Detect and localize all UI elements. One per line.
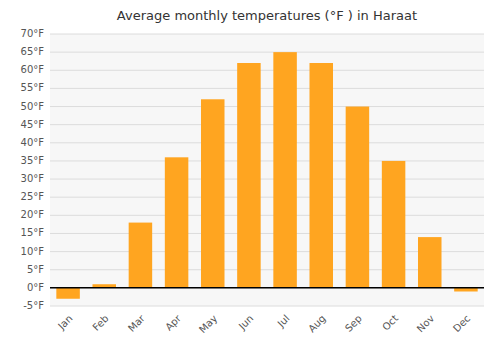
y-tick-label: 55°F xyxy=(21,82,45,93)
y-tick-label: 15°F xyxy=(21,227,45,238)
grid-line xyxy=(50,106,484,107)
plot-background xyxy=(50,34,484,306)
grid-line xyxy=(50,287,484,288)
grid-line xyxy=(50,233,484,234)
y-tick-label: 50°F xyxy=(21,101,45,112)
chart-container: -5°F 0°F 5°F 10°F 15°F 20°F 25°F 30°F 35°F 40°F 45… xyxy=(0,0,500,350)
bar xyxy=(418,237,442,288)
chart: -5°F 0°F 5°F 10°F 15°F 20°F 25°F 30°F 35°F 40°F 45… xyxy=(0,0,500,350)
x-tick-label: Oct xyxy=(380,313,400,333)
bars xyxy=(50,52,484,299)
grid-line xyxy=(50,124,484,125)
x-tick-label: Jun xyxy=(236,313,256,333)
x-tick-label: Apr xyxy=(163,312,184,333)
y-tick-label: -5°F xyxy=(23,300,44,311)
y-tick-label: 5°F xyxy=(27,264,44,275)
y-tick-label: 25°F xyxy=(21,191,45,202)
grid-line xyxy=(50,70,484,71)
y-tick-label: 10°F xyxy=(21,246,45,257)
grid-line xyxy=(50,34,484,35)
bar xyxy=(237,63,261,288)
y-tick-label: 35°F xyxy=(21,155,45,166)
bar xyxy=(309,63,333,288)
y-tick-label: 45°F xyxy=(21,119,45,130)
x-tick-label: Aug xyxy=(306,313,328,335)
zero-line xyxy=(50,287,484,289)
grid-line xyxy=(50,142,484,143)
y-tick-label: 70°F xyxy=(21,28,45,39)
bar xyxy=(129,223,153,288)
grid-line xyxy=(50,179,484,180)
bar xyxy=(201,99,225,288)
y-tick-label: 0°F xyxy=(27,282,44,293)
y-tick-label: 60°F xyxy=(21,64,45,75)
bar xyxy=(382,161,406,288)
x-tick-label: Jan xyxy=(55,313,74,332)
y-tick-label: 30°F xyxy=(21,173,45,184)
bar xyxy=(56,288,80,299)
grid-line xyxy=(50,215,484,216)
x-tick-label: May xyxy=(197,313,219,335)
grid-line xyxy=(50,160,484,161)
x-tick-label: Feb xyxy=(90,313,110,333)
x-tick-label: Jul xyxy=(275,313,292,330)
grid-line xyxy=(50,88,484,89)
grid-line xyxy=(50,306,484,307)
title: Average monthly temperatures (°F ) in Ha… xyxy=(117,8,417,23)
x-tick-label: Nov xyxy=(415,313,437,335)
y-tick-label: 20°F xyxy=(21,209,45,220)
grid xyxy=(50,34,484,306)
x-tick-label: Sep xyxy=(343,313,364,334)
x-tick-label: Dec xyxy=(451,313,472,334)
bar xyxy=(273,52,297,288)
y-tick-label: 65°F xyxy=(21,46,45,57)
y-tick-label: 40°F xyxy=(21,137,45,148)
grid-line xyxy=(50,197,484,198)
grid-line xyxy=(50,52,484,53)
bar xyxy=(165,157,189,288)
bar xyxy=(346,107,370,288)
x-tick-label: Mar xyxy=(126,312,148,334)
